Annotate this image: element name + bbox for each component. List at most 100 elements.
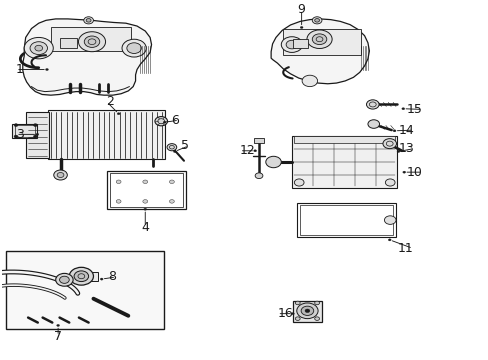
Circle shape <box>385 179 394 186</box>
Bar <box>106 171 186 209</box>
Circle shape <box>300 26 303 28</box>
Text: 5: 5 <box>181 139 188 152</box>
Circle shape <box>367 120 379 128</box>
Circle shape <box>24 37 53 59</box>
Circle shape <box>33 124 37 126</box>
Circle shape <box>14 124 18 126</box>
Bar <box>12 124 37 138</box>
Text: 3: 3 <box>16 128 24 141</box>
Circle shape <box>255 173 263 179</box>
Bar <box>300 205 392 235</box>
Circle shape <box>401 108 404 110</box>
Text: 16: 16 <box>277 307 293 320</box>
Circle shape <box>142 199 147 203</box>
Circle shape <box>74 271 88 282</box>
Circle shape <box>84 36 100 48</box>
Circle shape <box>60 276 69 283</box>
Circle shape <box>312 17 321 24</box>
Text: 7: 7 <box>54 330 62 343</box>
Circle shape <box>295 317 300 320</box>
Text: 15: 15 <box>406 103 422 116</box>
Circle shape <box>314 317 319 320</box>
Circle shape <box>173 150 176 153</box>
Circle shape <box>314 19 319 22</box>
Circle shape <box>126 43 141 54</box>
Circle shape <box>35 45 42 51</box>
Bar <box>110 173 182 207</box>
Bar <box>6 251 163 329</box>
Bar <box>296 203 395 237</box>
Circle shape <box>33 135 37 138</box>
Circle shape <box>167 144 176 151</box>
Circle shape <box>402 171 405 173</box>
Circle shape <box>14 135 18 138</box>
Circle shape <box>314 301 319 305</box>
Bar <box>294 136 394 143</box>
Circle shape <box>116 199 121 203</box>
Text: 11: 11 <box>396 242 412 255</box>
Circle shape <box>253 150 256 152</box>
Circle shape <box>302 75 317 87</box>
Circle shape <box>301 306 313 315</box>
Bar <box>292 39 308 48</box>
Circle shape <box>366 100 378 109</box>
Circle shape <box>30 42 47 55</box>
Bar <box>15 125 35 136</box>
Circle shape <box>382 139 396 149</box>
Circle shape <box>122 39 146 57</box>
Text: 12: 12 <box>239 144 255 157</box>
Bar <box>48 110 164 159</box>
Circle shape <box>78 32 105 52</box>
Circle shape <box>54 170 67 180</box>
Circle shape <box>69 267 93 285</box>
Circle shape <box>384 216 395 224</box>
Circle shape <box>142 180 147 184</box>
Polygon shape <box>270 19 368 84</box>
Text: 13: 13 <box>397 142 413 155</box>
Bar <box>51 27 130 51</box>
Circle shape <box>281 37 302 53</box>
Circle shape <box>86 19 91 22</box>
Circle shape <box>143 208 146 210</box>
Circle shape <box>56 273 73 286</box>
Circle shape <box>83 17 93 24</box>
Circle shape <box>163 121 166 123</box>
Circle shape <box>387 239 390 241</box>
Circle shape <box>305 309 309 312</box>
Circle shape <box>396 150 399 153</box>
Text: 1: 1 <box>16 63 24 76</box>
Text: 10: 10 <box>406 166 422 179</box>
Circle shape <box>116 180 121 184</box>
Circle shape <box>57 172 64 177</box>
Circle shape <box>100 278 103 280</box>
Text: 8: 8 <box>108 270 116 283</box>
Circle shape <box>312 34 326 45</box>
Bar <box>86 272 98 280</box>
Bar <box>26 112 49 158</box>
Circle shape <box>285 40 297 49</box>
Text: 4: 4 <box>141 221 149 234</box>
Circle shape <box>169 180 174 184</box>
Circle shape <box>36 133 39 135</box>
Circle shape <box>169 199 174 203</box>
Text: 6: 6 <box>171 114 179 127</box>
Circle shape <box>45 68 48 71</box>
Circle shape <box>294 179 304 186</box>
Bar <box>292 301 321 322</box>
Circle shape <box>265 156 281 168</box>
Bar <box>291 136 397 188</box>
Polygon shape <box>23 19 151 95</box>
Circle shape <box>117 113 120 115</box>
Bar <box>60 38 76 48</box>
Circle shape <box>392 130 395 132</box>
Circle shape <box>57 324 60 327</box>
Text: 9: 9 <box>297 3 305 16</box>
Bar <box>283 28 360 55</box>
Circle shape <box>296 303 317 319</box>
Circle shape <box>155 117 167 126</box>
Bar <box>254 138 264 143</box>
Text: 2: 2 <box>106 95 114 108</box>
Text: 14: 14 <box>397 123 413 136</box>
Circle shape <box>306 30 331 49</box>
Circle shape <box>295 301 300 305</box>
